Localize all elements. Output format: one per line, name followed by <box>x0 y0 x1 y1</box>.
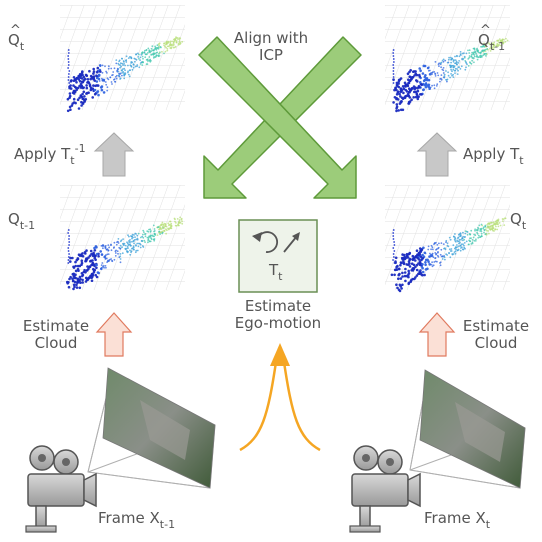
camera-right <box>349 369 526 533</box>
label-q-hat-t: ^ Qt <box>8 23 25 53</box>
orange-merge-arrow <box>239 343 321 452</box>
label-transform: Tt <box>269 261 283 284</box>
camera-left <box>25 367 216 533</box>
red-arrow-left <box>95 312 133 357</box>
label-apply-right: Apply Tt <box>463 145 524 168</box>
label-q-hat-t1: ^ Qt-1 <box>478 23 506 53</box>
label-frame-right: Frame Xt <box>424 509 491 532</box>
label-frame-left: Frame Xt-1 <box>98 509 176 532</box>
cloud-panel-q-hat-t <box>60 5 185 113</box>
label-q-t: Qt <box>510 210 527 233</box>
label-q-t1: Qt-1 <box>8 210 36 233</box>
gray-arrow-left <box>93 132 135 177</box>
cloud-panel-q-hat-t1 <box>385 5 510 113</box>
label-estimate-cloud-right: Estimate Cloud <box>462 317 530 352</box>
label-align-icp: Align with ICP <box>233 29 309 64</box>
camera-body-right <box>351 473 409 507</box>
cloud-panel-q-t <box>385 185 510 293</box>
label-estimate-ego-motion: Estimate Ego-motion <box>234 297 322 332</box>
translation-icon <box>283 235 298 253</box>
transform-box <box>238 219 318 293</box>
cloud-panel-q-t1 <box>60 185 185 291</box>
camera-body-left <box>27 473 85 507</box>
label-estimate-cloud-left: Estimate Cloud <box>22 317 90 352</box>
icp-cross-arrows <box>198 36 362 199</box>
green-arrow-to-right <box>198 36 357 199</box>
red-arrow-right <box>418 312 456 357</box>
label-apply-left: Apply Tt-1 <box>14 142 86 167</box>
gray-arrow-right <box>416 132 458 177</box>
